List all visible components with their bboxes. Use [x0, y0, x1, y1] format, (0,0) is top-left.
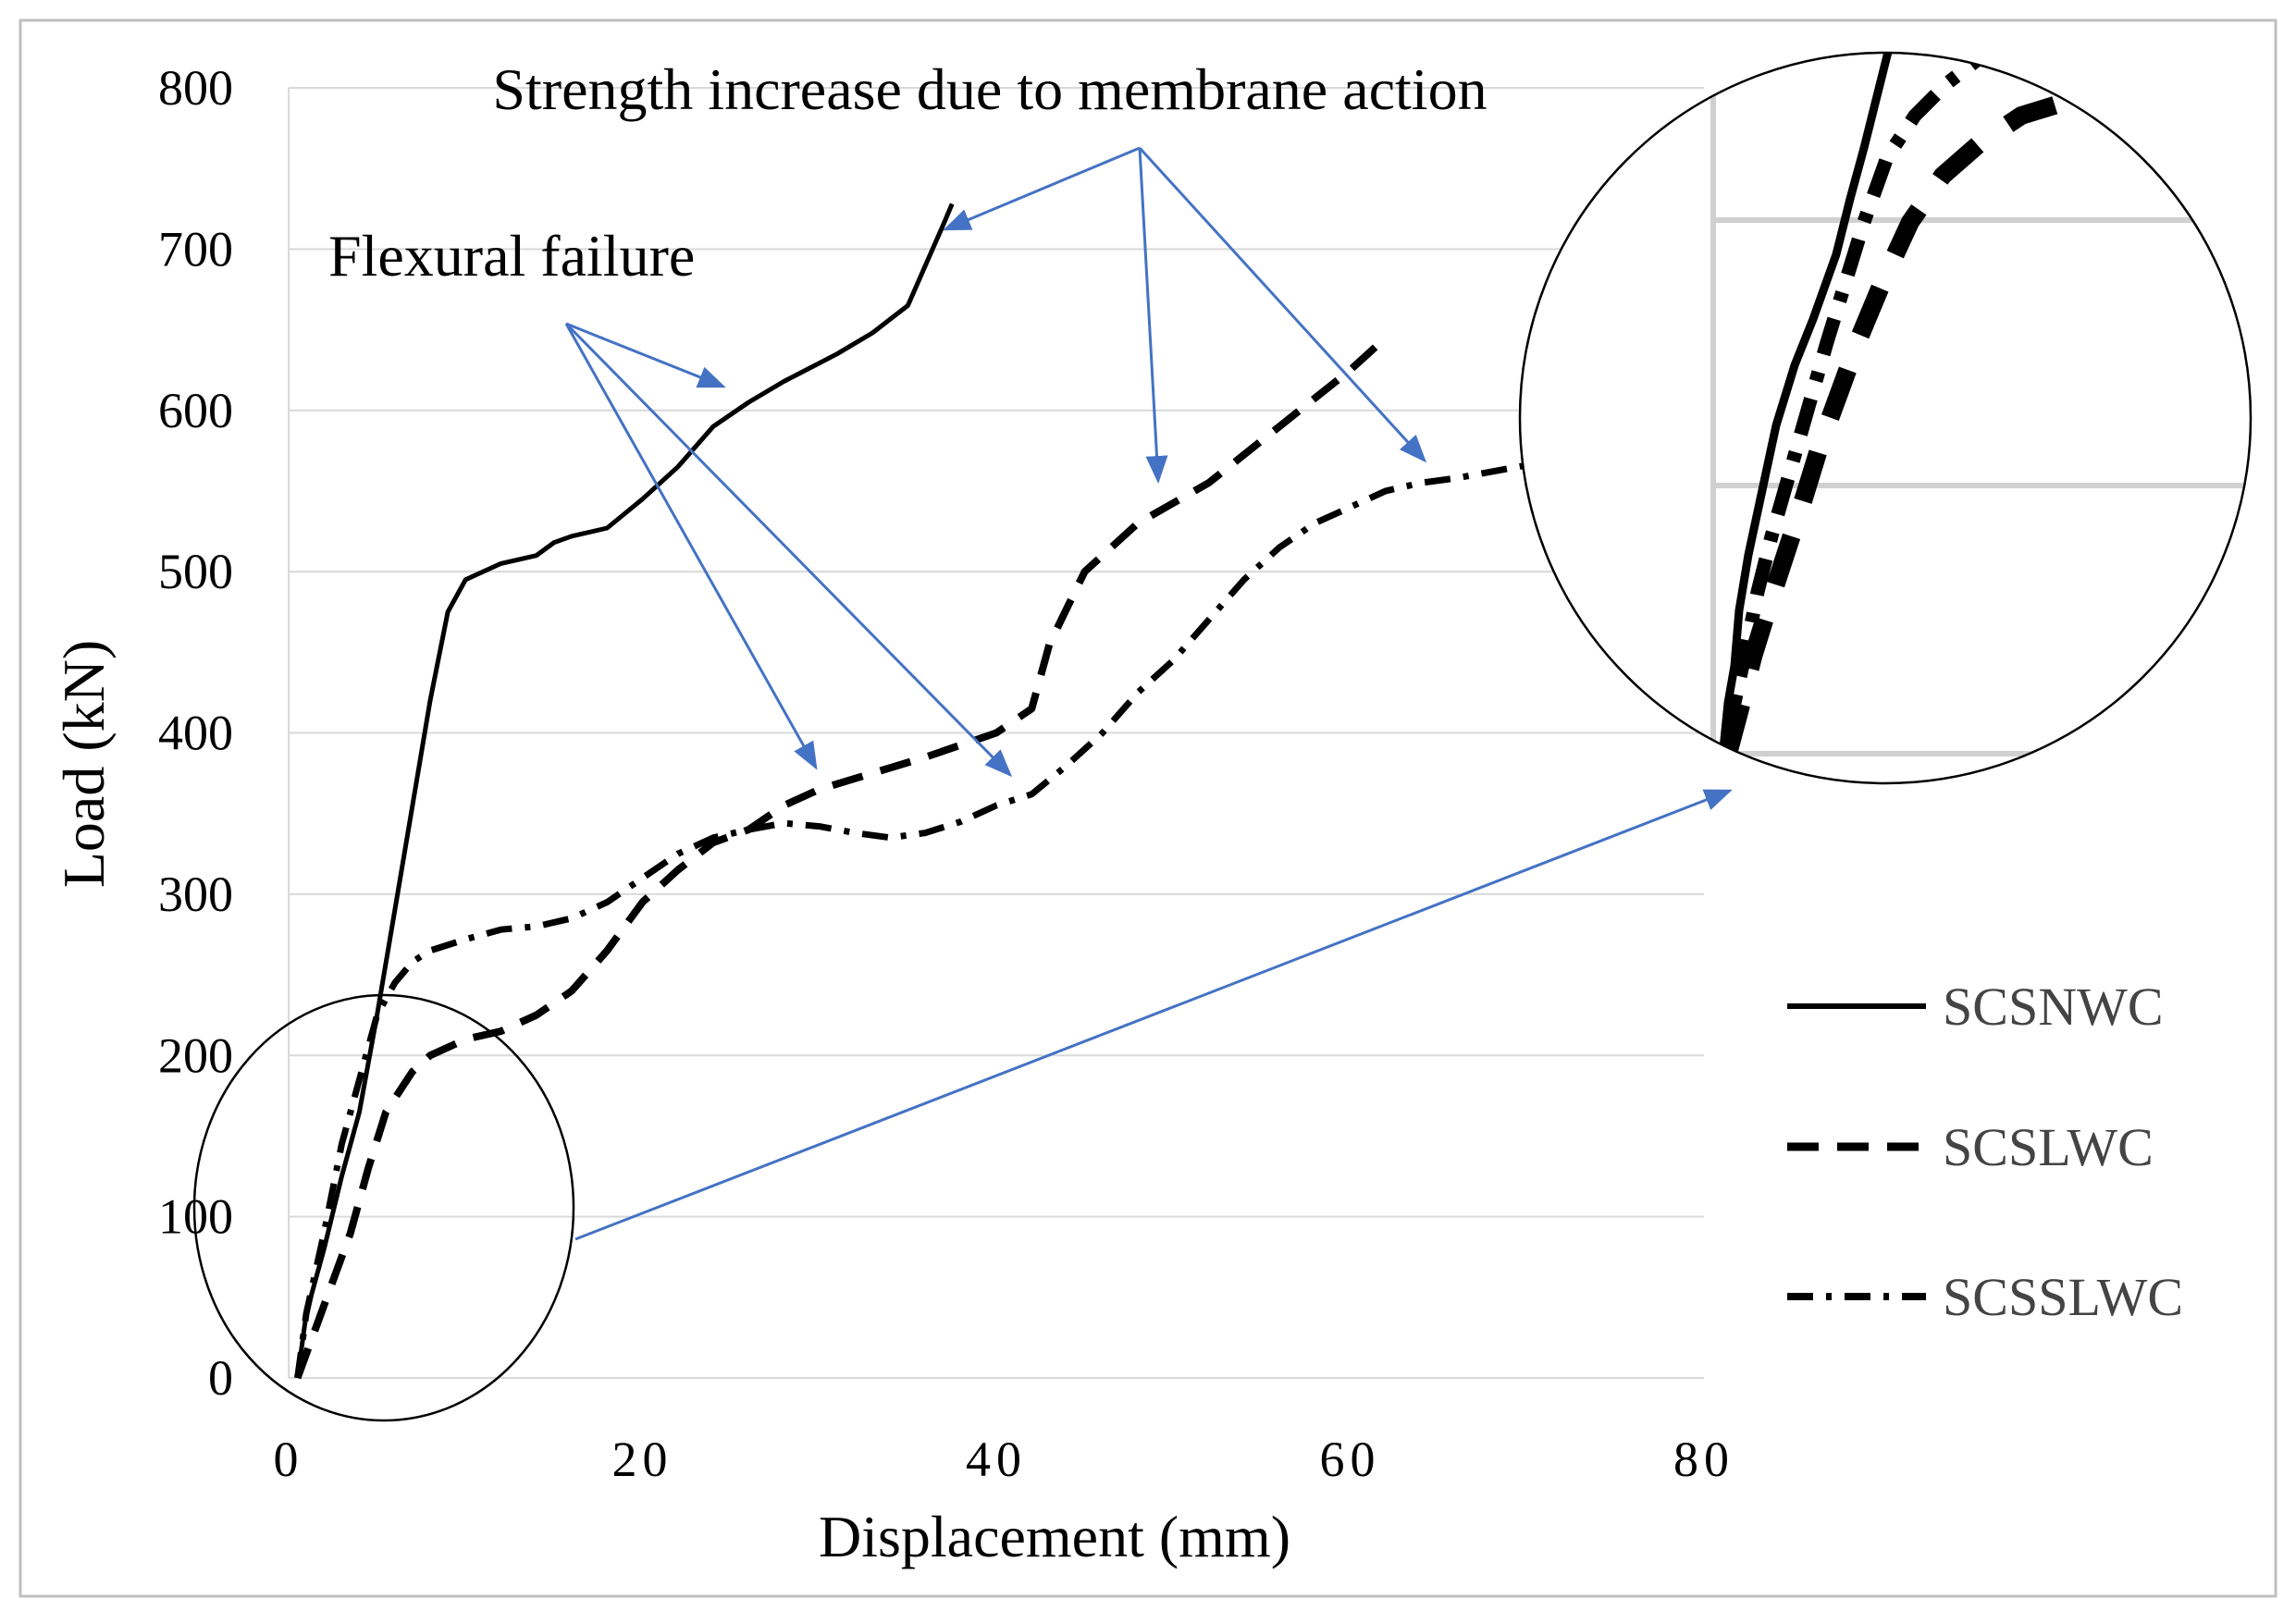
series-lines: [293, 203, 1528, 1380]
series-line-scsslwc: [294, 461, 1528, 1379]
annotation-flexural-failure: Flexural failure: [328, 223, 695, 289]
zoom-region-circle: [192, 993, 575, 1422]
zoom-inset-background: [1520, 53, 2251, 783]
annotation-arrow: [1138, 146, 1427, 463]
y-tick-label: 800: [158, 60, 233, 116]
y-tick-label: 600: [158, 383, 233, 438]
y-tick-label: 700: [158, 221, 233, 277]
y-tick-label: 200: [158, 1027, 233, 1083]
legend-label-scslwc: SCSLWC: [1943, 1117, 2154, 1177]
x-tick-label: 60: [1320, 1432, 1381, 1487]
x-tick-label: 80: [1673, 1432, 1734, 1487]
annotation-arrow: [565, 322, 726, 388]
y-tick-label: 400: [158, 706, 233, 761]
annotation-arrow: [1138, 147, 1168, 484]
annotation-arrow: [564, 323, 818, 770]
y-tick-label: 0: [208, 1350, 233, 1406]
legend-label-scsnwc: SCSNWC: [1943, 977, 2164, 1037]
zoom-inset: [1518, 51, 2253, 785]
x-tick-label: 0: [274, 1432, 304, 1487]
x-tick-label: 40: [966, 1432, 1027, 1487]
y-axis-title: Load (kN): [51, 640, 117, 888]
legend-label-scsslwc: SCSSLWC: [1943, 1267, 2183, 1327]
gridlines: [288, 87, 1704, 1379]
annotation-arrow: [574, 789, 1733, 1241]
x-axis-title: Displacement (mm): [819, 1504, 1290, 1569]
y-tick-label: 500: [158, 544, 233, 599]
y-tick-label: 300: [158, 867, 233, 922]
annotation-arrow: [943, 146, 1141, 231]
zoom-inset-border: [1518, 51, 2253, 785]
annotation-arrow: [564, 322, 1013, 778]
inset-line-scsnwc: [1718, 53, 1896, 759]
series-line-scsnwc: [295, 203, 955, 1379]
inset-line-scsslwc: [1718, 53, 1994, 760]
annotation-arrows: [564, 146, 1733, 1241]
x-tick-label: 20: [612, 1432, 673, 1487]
legend: SCSNWC SCSLWC SCSSLWC: [1787, 977, 2183, 1327]
inset-line-scslwc: [1719, 90, 2168, 756]
zoom-inset-content: [1710, 53, 2251, 783]
annotation-membrane-action: Strength increase due to membrane action: [492, 56, 1487, 122]
series-line-scslwc: [293, 335, 1389, 1380]
